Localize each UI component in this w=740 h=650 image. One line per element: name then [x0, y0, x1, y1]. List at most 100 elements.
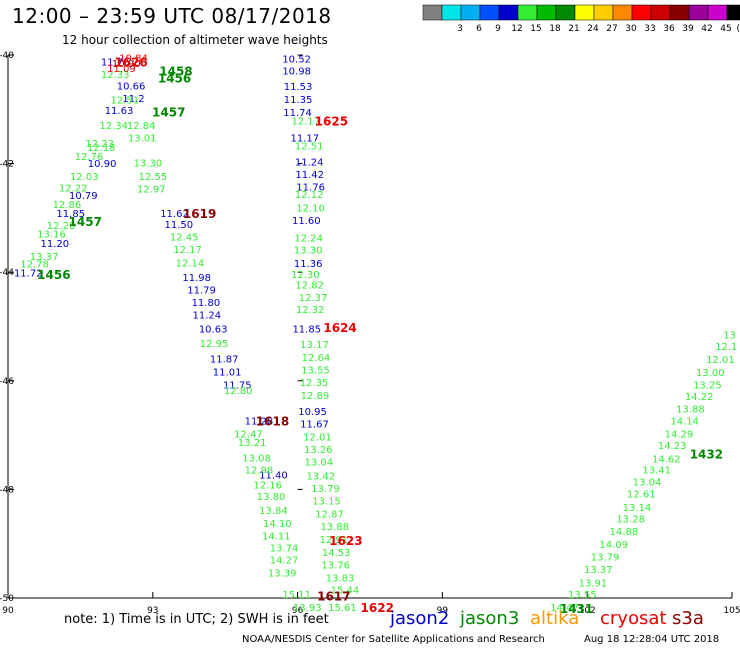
swh-point-jason3: 12.34 [99, 121, 128, 132]
swh-point-jason2: 11.24 [295, 157, 324, 168]
swh-point-jason2: 11.87 [210, 355, 239, 366]
swh-point-jason2: 10.66 [117, 81, 146, 92]
swh-point-jason3: 12.51 [295, 142, 324, 153]
swh-point-jason3: 13.14 [623, 503, 652, 514]
pass-number-label: 1625 [315, 115, 348, 129]
colorscale-tick-label: 42 [701, 24, 712, 34]
swh-point-jason2: 11.53 [284, 82, 313, 93]
swh-point-cryosat: 11.09 [107, 64, 136, 75]
swh-point-jason3: 12.1 [715, 342, 737, 353]
swh-point-jason2: 11.01 [213, 368, 242, 379]
swh-point-jason3: 14.10 [263, 519, 292, 530]
swh-point-jason3: 14.88 [610, 527, 639, 538]
swh-point-jason3: 13.37 [30, 252, 59, 263]
swh-point-jason3: 12.47 [234, 429, 263, 440]
swh-point-jason3: 12.32 [296, 305, 325, 316]
swh-point-jason3: 12.12 [295, 190, 324, 201]
swh-point-jason3: 13.41 [642, 465, 671, 476]
pass-number-label: 1626 [114, 56, 147, 70]
swh-point-jason3: 13.21 [238, 438, 267, 449]
colorscale-swatch [460, 4, 481, 21]
colorscale-tick-label: 39 [682, 24, 694, 34]
swh-point-jason3: 12.17 [291, 117, 320, 128]
colorscale-tick-label: 3 [457, 24, 463, 34]
pass-number-label: 1617 [317, 589, 350, 603]
swh-point-jason2: 11.85 [56, 209, 85, 220]
pass-number-label: 1618 [256, 414, 289, 428]
colorscale-swatch [612, 4, 633, 21]
colorscale-tick-label: 18 [549, 24, 561, 34]
swh-point-jason3: 14.23 [658, 441, 687, 452]
swh-point-jason3: 12.23 [85, 139, 114, 150]
colorscale-tick-label: 21 [568, 24, 579, 34]
swh-point-jason3: 14.14 [670, 416, 699, 427]
swh-point-jason3: 12.97 [137, 185, 166, 196]
pass-number-label: 1431 [560, 602, 593, 616]
colorscale-tick-label: 24 [587, 24, 599, 34]
colorscale-swatch [631, 4, 652, 21]
swh-point-jason2: 11.72 [14, 269, 43, 280]
swh-point-jason3: 13.74 [270, 544, 299, 555]
colorscale-swatch [498, 4, 519, 21]
swh-point-jason3: 13.26 [304, 445, 333, 456]
swh-point-jason3: 12.95 [200, 339, 229, 350]
swh-point-jason3: 12.82 [295, 281, 324, 292]
swh-point-jason2: 11.36 [294, 259, 323, 270]
swh-point-jason3: 13.04 [305, 458, 334, 469]
swh-point-jason3: 12.03 [70, 172, 99, 183]
colorscale-tick-label: 9 [495, 24, 501, 34]
swh-point-jason2: 11.98 [182, 273, 211, 284]
swh-point-jason3: 12.91 [319, 535, 348, 546]
swh-point-jason3: 12.18 [87, 143, 116, 154]
swh-point-jason2: 11.75 [223, 381, 252, 392]
swh-point-jason2: 11.85 [292, 325, 321, 336]
swh-point-jason3: 13.08 [242, 453, 271, 464]
swh-point-jason3: 13.93 [293, 603, 322, 614]
colorscale-tick-label: 6 [476, 24, 482, 34]
colorscale-swatch [536, 4, 557, 21]
swh-point-jason2: 10.79 [69, 191, 98, 202]
swh-point-jason2: 11.42 [295, 170, 324, 181]
colorscale-swatch [669, 4, 690, 21]
x-tick-label: 99 [437, 606, 449, 616]
swh-point-jason3: 13.04 [633, 477, 662, 488]
pass-number-label: 1456 [158, 71, 191, 85]
swh-point-jason3: 15.44 [331, 585, 360, 596]
swh-point-jason3: 14.22 [685, 392, 714, 403]
swh-point-jason3: 12.78 [20, 260, 49, 271]
colorscale-tick-label: 15 [530, 24, 541, 34]
swh-point-jason2: 11.76 [296, 182, 325, 193]
colorscale-swatch [593, 4, 614, 21]
swh-point-jason3: 13.83 [326, 573, 355, 584]
swh-point-jason3: 13.30 [134, 159, 163, 170]
colorscale-swatch [726, 4, 740, 21]
swh-point-jason3: 13.76 [321, 560, 350, 571]
swh-point-jason3: 12.89 [301, 391, 330, 402]
swh-point-jason3: 13.00 [696, 368, 725, 379]
y-tick-label: -40 [0, 51, 14, 61]
swh-point-jason3: 12.35 [300, 378, 329, 389]
swh-point-jason2: 11.74 [283, 108, 312, 119]
swh-point-jason3: 14.62 [652, 454, 681, 465]
swh-point-jason3: 12.76 [75, 152, 104, 163]
swh-point-jason3: 13.55 [568, 590, 597, 601]
colorscale-swatch [479, 4, 500, 21]
colorscale-tick-label: 45 [720, 24, 731, 34]
swh-point-jason3: 15.61 [328, 603, 357, 614]
swh-point-jason3: 12.64 [302, 353, 331, 364]
swh-point-jason2: 11.17 [291, 134, 320, 145]
swh-point-jason3: 13.01 [128, 134, 157, 145]
swh-point-jason3: 13 [723, 331, 736, 342]
swh-point-jason3: 14.27 [270, 555, 299, 566]
swh-point-jason3: 13.28 [616, 515, 645, 526]
swh-point-jason3: 12.16 [253, 481, 282, 492]
chart-title: 12:00 – 23:59 UTC 08/17/2018 [12, 4, 332, 28]
footer-credit: NOAA/NESDIS Center for Satellite Applica… [242, 634, 545, 645]
x-tick-label: 93 [147, 606, 158, 616]
swh-point-jason2: 11.40 [259, 471, 288, 482]
colorscale-tick-label: 30 [625, 24, 637, 34]
swh-point-jason3: 13.91 [579, 578, 608, 589]
swh-point-jason3: 12.28 [47, 221, 76, 232]
swh-point-jason3: 13.39 [268, 568, 297, 579]
